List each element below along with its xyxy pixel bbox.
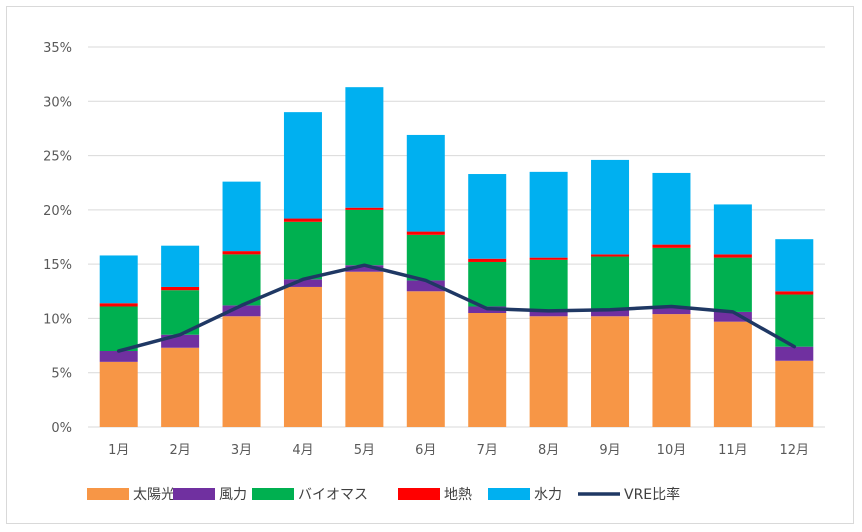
y-tick-label: 25% <box>43 150 72 165</box>
bar-segment <box>775 291 814 295</box>
bar-segment <box>529 171 568 258</box>
bar-segment <box>99 306 138 351</box>
bar-segment <box>345 271 384 427</box>
legend-swatch <box>87 488 129 500</box>
y-axis-ticks: 0% 5% 10% 15% 20% 25% 30% 35% <box>43 41 72 436</box>
bar-segment <box>468 174 507 259</box>
bar-segment <box>591 159 630 255</box>
bar-segment <box>406 231 445 235</box>
bar-segment <box>222 305 261 317</box>
legend-swatch <box>252 488 294 500</box>
bar-segment <box>222 316 261 427</box>
gridlines <box>88 46 825 428</box>
y-tick-label: 20% <box>43 204 72 219</box>
bar-segment <box>713 204 752 255</box>
x-tick-label: 9月 <box>599 443 620 458</box>
bar-segment <box>652 244 691 248</box>
bar-segment <box>652 306 691 315</box>
bar-segment <box>591 316 630 427</box>
bar-segment <box>529 257 568 260</box>
legend-label: VRE比率 <box>624 486 680 503</box>
bar-segment <box>161 245 200 287</box>
bar-segment <box>283 112 322 219</box>
bar-segment <box>283 279 322 287</box>
bar-segment <box>713 254 752 258</box>
bar-segment <box>652 314 691 427</box>
bar-segment <box>283 218 322 222</box>
legend: 太陽光 風力 バイオマス 地熱 水力 VRE比率 <box>87 486 680 503</box>
bar-segment <box>529 316 568 427</box>
vre-line <box>116 263 797 353</box>
bar-segment <box>468 258 507 262</box>
bar-segment <box>713 257 752 312</box>
bar-segment <box>99 303 138 307</box>
x-tick-label: 3月 <box>231 443 252 458</box>
bar-segment <box>283 221 322 280</box>
x-tick-label: 11月 <box>718 443 748 458</box>
bar-segment <box>345 209 384 266</box>
bar-segment <box>406 234 445 281</box>
bar-segment <box>652 247 691 307</box>
x-tick-label: 5月 <box>354 443 375 458</box>
bar-segment <box>99 361 138 427</box>
y-tick-label: 5% <box>51 367 72 382</box>
bar-segment <box>406 280 445 292</box>
x-tick-label: 4月 <box>292 443 313 458</box>
vre-line-path <box>116 263 797 353</box>
bar-segment <box>468 261 507 307</box>
bar-segment <box>406 291 445 427</box>
y-tick-label: 15% <box>43 258 72 273</box>
y-tick-label: 10% <box>43 312 72 327</box>
bar-segment <box>775 360 814 427</box>
bar-segment <box>222 181 261 252</box>
bar-segment <box>99 255 138 304</box>
legend-swatch <box>398 488 440 500</box>
legend-label: 地熱 <box>444 487 472 503</box>
bar-segment <box>775 239 814 292</box>
bar-segment <box>713 311 752 322</box>
legend-label: 太陽光 <box>133 487 175 503</box>
x-tick-label: 6月 <box>415 443 436 458</box>
legend-label: バイオマス <box>298 487 368 503</box>
y-tick-label: 0% <box>51 421 72 436</box>
bar-segment <box>529 310 568 317</box>
bar-segment <box>713 321 752 427</box>
bar-segment <box>468 313 507 427</box>
bar-segment <box>591 254 630 257</box>
bar-segment <box>529 259 568 311</box>
bar-segment <box>591 256 630 310</box>
x-axis-ticks: 1月 2月 3月 4月 5月 6月 7月 8月 9月 10月 11月 12月 <box>108 443 809 458</box>
bar-segment <box>775 346 814 361</box>
bar-segment <box>406 134 445 232</box>
legend-label: 水力 <box>534 487 562 503</box>
y-tick-label: 35% <box>43 41 72 56</box>
bar-segment <box>222 254 261 306</box>
y-tick-label: 30% <box>43 95 72 110</box>
bar-segment <box>222 251 261 255</box>
x-tick-label: 12月 <box>780 443 810 458</box>
bar-segment <box>283 286 322 427</box>
bar-segment <box>652 172 691 245</box>
x-tick-label: 10月 <box>657 443 687 458</box>
bar-segment <box>345 87 384 208</box>
bar-segment <box>345 265 384 272</box>
bars <box>99 87 814 427</box>
bar-segment <box>99 351 138 362</box>
bar-segment <box>161 347 200 427</box>
legend-swatch <box>488 488 530 500</box>
legend-label: 風力 <box>219 487 247 503</box>
bar-segment <box>345 207 384 210</box>
bar-segment <box>591 309 630 317</box>
x-tick-label: 7月 <box>477 443 498 458</box>
x-tick-label: 2月 <box>169 443 190 458</box>
x-tick-label: 1月 <box>108 443 129 458</box>
bar-segment <box>161 286 200 291</box>
x-tick-label: 8月 <box>538 443 559 458</box>
legend-swatch <box>173 488 215 500</box>
